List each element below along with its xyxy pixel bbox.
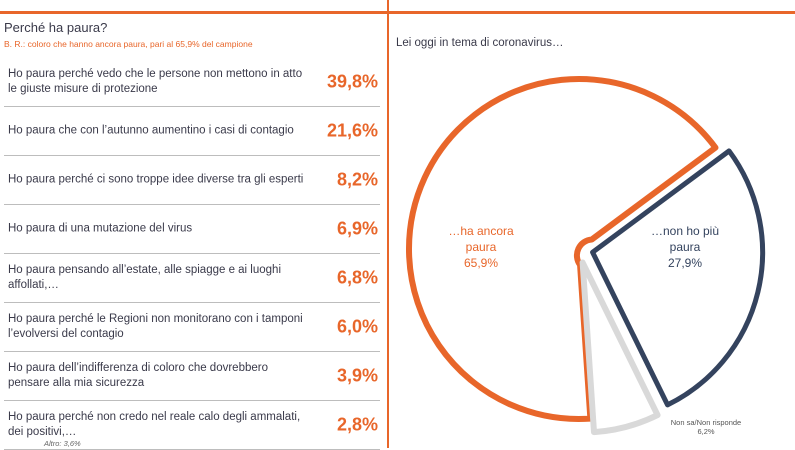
slice-label-not-afraid: …non ho più paura 27,9%	[630, 223, 740, 271]
pie-question: Lei oggi in tema di coronavirus…	[396, 37, 564, 49]
slice-label-no-answer: Non sa/Non risponde 6,2%	[658, 418, 754, 436]
row-value: 6,0%	[336, 316, 378, 337]
table-row: Ho paura dell’indifferenza di coloro che…	[4, 352, 380, 401]
row-value: 21,6%	[326, 120, 378, 141]
table-row: Ho paura pensando all’estate, alle spiag…	[4, 254, 380, 303]
row-label: Ho paura di una mutazione del virus	[8, 222, 193, 235]
fear-reasons-panel: Perché ha paura? B. R.: coloro che hanno…	[0, 14, 386, 450]
top-orange-rule	[0, 0, 795, 14]
reasons-table: Ho paura perché vedo che le persone non …	[4, 58, 380, 450]
row-value: 39,8%	[326, 71, 378, 92]
fear-pie-chart	[406, 76, 766, 436]
row-value: 2,8%	[336, 414, 378, 435]
row-value: 8,2%	[336, 169, 378, 190]
slice-label-line: paura	[669, 240, 701, 254]
table-row: Ho paura perché le Regioni non monitoran…	[4, 303, 380, 352]
table-row: Ho paura perché vedo che le persone non …	[4, 58, 380, 107]
slice-label-still-afraid: …ha ancora paura 65,9%	[426, 223, 536, 271]
pie-slice-no-answer	[579, 259, 661, 436]
pie-slice-still-afraid	[406, 76, 719, 422]
slice-value: 27,9%	[667, 256, 703, 270]
row-value: 6,8%	[336, 267, 378, 288]
panel-divider	[387, 0, 389, 448]
row-value: 6,9%	[336, 218, 378, 239]
slice-value: 65,9%	[463, 256, 499, 270]
table-row: Ho paura perché ci sono troppe idee dive…	[4, 156, 380, 205]
row-value: 3,9%	[336, 365, 378, 386]
other-note: Altro: 3,6%	[44, 439, 81, 448]
panel-subtitle: B. R.: coloro che hanno ancora paura, pa…	[4, 39, 253, 49]
slice-value: 6,2%	[697, 427, 715, 436]
slice-label-line: paura	[465, 240, 497, 254]
row-label: Ho paura pensando all’estate, alle spiag…	[8, 264, 282, 291]
pie-slice-not-afraid	[590, 148, 766, 408]
panel-title: Perché ha paura?	[4, 20, 108, 35]
slice-label-line: …ha ancora	[448, 224, 514, 238]
row-label: Ho paura dell’indifferenza di coloro che…	[8, 362, 268, 389]
row-label: Ho paura che con l’autunno aumentino i c…	[8, 124, 294, 137]
table-row: Ho paura che con l’autunno aumentino i c…	[4, 107, 380, 156]
row-label: Ho paura perché ci sono troppe idee dive…	[8, 173, 304, 186]
slice-label-line: Non sa/Non risponde	[670, 418, 742, 427]
slice-label-line: …non ho più	[650, 224, 720, 238]
row-label: Ho paura perché le Regioni non monitoran…	[8, 313, 303, 340]
table-row: Ho paura di una mutazione del virus 6,9%	[4, 205, 380, 254]
row-label: Ho paura perché non credo nel reale calo…	[8, 411, 301, 438]
row-label: Ho paura perché vedo che le persone non …	[8, 68, 303, 95]
